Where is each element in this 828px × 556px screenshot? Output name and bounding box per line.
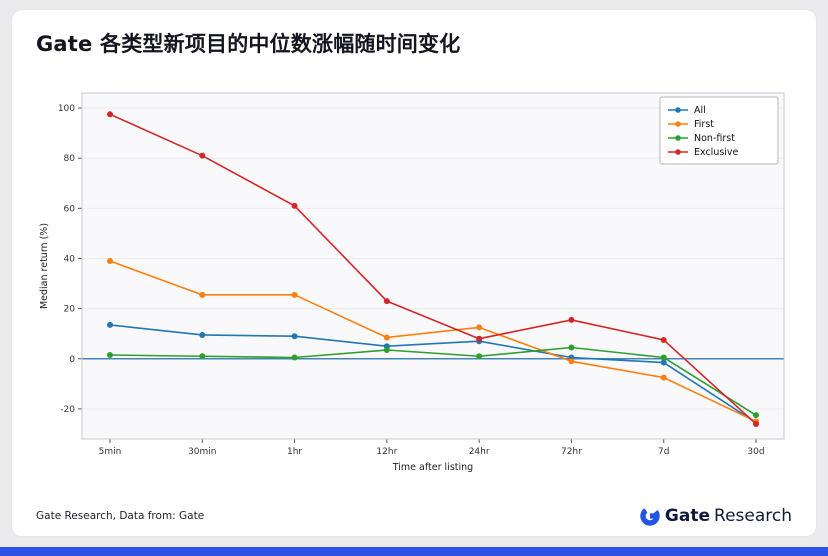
x-tick-label: 12hr bbox=[376, 447, 397, 457]
y-tick-label: 40 bbox=[64, 254, 76, 264]
data-point-non-first bbox=[660, 354, 667, 361]
footer: Gate Research, Data from: Gate Gate Resea… bbox=[34, 504, 794, 526]
median-return-line-chart: -20 0 20 40 60 80 100 5min 30min 1hr 12hr 24hr 72hr 7… bbox=[39, 92, 785, 473]
series-line-non-first bbox=[109, 346, 757, 416]
x-tick-label: 30d bbox=[747, 447, 764, 457]
data-point-exclusive bbox=[660, 336, 667, 343]
series-line-exclusive bbox=[109, 113, 757, 425]
data-point-non-first bbox=[107, 352, 113, 359]
data-point-non-first bbox=[291, 354, 298, 361]
legend-label-exclusive: Exclusive bbox=[694, 147, 739, 158]
legend-label-non-first: Non-first bbox=[694, 133, 735, 144]
legend-label-first: First bbox=[694, 119, 714, 130]
x-tick-label: 1hr bbox=[287, 447, 302, 457]
data-point-first bbox=[383, 334, 390, 341]
chart-container: -20 0 20 40 60 80 100 5min 30min 1hr 12hr 24hr 72hr 7… bbox=[34, 68, 794, 500]
x-axis-label: Time after listing bbox=[392, 462, 473, 473]
data-point-first bbox=[291, 291, 298, 298]
data-point-all bbox=[291, 333, 298, 340]
data-point-first bbox=[660, 374, 667, 381]
legend-marker-exclusive bbox=[675, 149, 681, 155]
data-point-all bbox=[107, 321, 113, 328]
data-point-exclusive bbox=[568, 316, 575, 323]
y-tick-label: 0 bbox=[69, 355, 75, 365]
y-tick-label: 60 bbox=[64, 204, 76, 214]
y-axis-label: Median return (%) bbox=[39, 223, 50, 309]
legend-marker-first bbox=[675, 121, 681, 127]
y-tick-label: 100 bbox=[58, 104, 75, 114]
data-point-exclusive bbox=[199, 152, 206, 159]
y-tick-label: -20 bbox=[60, 405, 75, 415]
data-point-non-first bbox=[383, 346, 390, 353]
data-source-text: Gate Research, Data from: Gate bbox=[36, 510, 205, 522]
page-title: Gate 各类型新项目的中位数涨幅随时间变化 bbox=[36, 32, 461, 56]
y-tick-label: 20 bbox=[64, 305, 76, 315]
y-tick-label: 80 bbox=[64, 154, 76, 164]
data-point-non-first bbox=[568, 344, 575, 351]
data-point-non-first bbox=[476, 353, 483, 360]
series-line-first bbox=[109, 260, 757, 423]
legend-marker-non-first bbox=[675, 135, 681, 141]
x-tick-label: 7d bbox=[658, 447, 669, 457]
legend-box bbox=[659, 96, 779, 165]
data-point-first bbox=[199, 291, 206, 298]
data-point-exclusive bbox=[291, 202, 298, 209]
data-point-first bbox=[476, 324, 483, 331]
legend-marker-all bbox=[675, 107, 681, 113]
bottom-accent-bar bbox=[0, 547, 828, 556]
data-point-first bbox=[107, 257, 113, 264]
brand-gate-text: Gate bbox=[664, 506, 711, 526]
data-point-exclusive bbox=[107, 111, 113, 118]
report-card: Gate 各类型新项目的中位数涨幅随时间变化 -20 0 20 40 60 80 100 5m… bbox=[12, 10, 816, 536]
gate-logo-icon bbox=[640, 506, 660, 526]
data-point-all bbox=[660, 359, 667, 366]
x-tick-label: 5min bbox=[99, 447, 122, 457]
series-line-all bbox=[109, 324, 757, 424]
plot-frame bbox=[81, 92, 785, 440]
data-point-exclusive bbox=[753, 420, 759, 427]
data-point-non-first bbox=[753, 412, 759, 419]
legend-label-all: All bbox=[694, 105, 706, 116]
x-tick-label: 24hr bbox=[469, 447, 490, 457]
brand-research-text: Research bbox=[714, 506, 792, 526]
x-tick-label: 72hr bbox=[561, 447, 582, 457]
data-point-first bbox=[568, 358, 575, 365]
gate-research-brand: Gate Research bbox=[640, 506, 792, 526]
data-point-exclusive bbox=[476, 335, 483, 342]
data-point-non-first bbox=[199, 353, 206, 360]
data-point-exclusive bbox=[383, 298, 390, 305]
data-point-all bbox=[199, 331, 206, 338]
x-tick-label: 30min bbox=[188, 447, 216, 457]
